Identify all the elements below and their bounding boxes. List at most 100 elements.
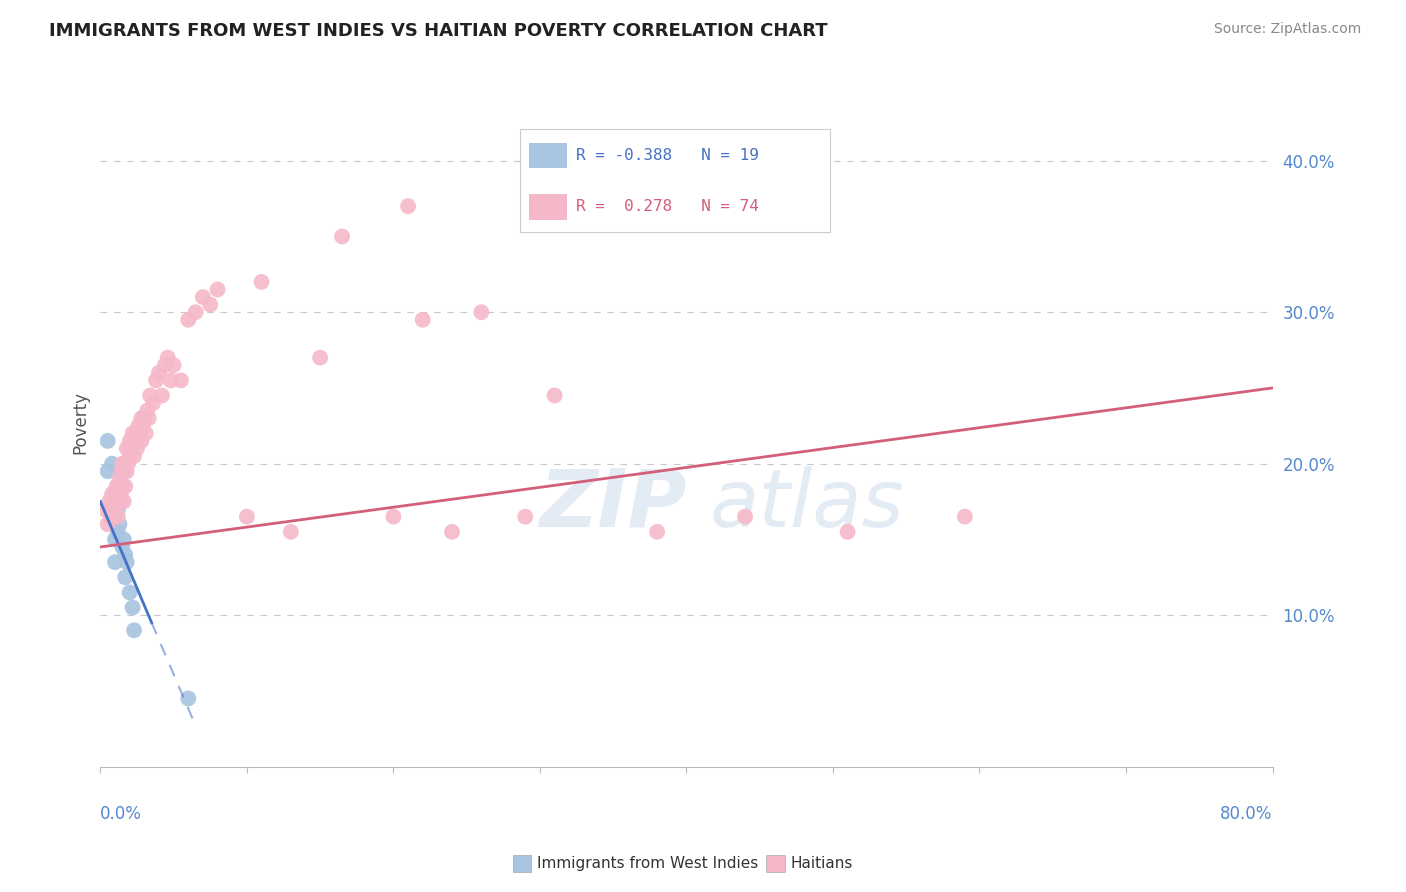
Point (112, 464, 135, 478)
Text: R =  0.278   N = 74: R = 0.278 N = 74 (576, 199, 759, 214)
Point (112, 533, 135, 547)
Point (734, 509, 756, 524)
Text: atlas: atlas (710, 466, 904, 544)
Point (115, 464, 138, 478)
Point (177, 312, 200, 326)
Point (515, 509, 537, 524)
Point (110, 494, 132, 508)
Point (145, 373, 167, 387)
Point (107, 502, 129, 516)
Point (122, 434, 145, 448)
Point (98, 494, 121, 508)
Point (121, 426, 143, 441)
Point (117, 457, 139, 471)
Text: Source: ZipAtlas.com: Source: ZipAtlas.com (1213, 22, 1361, 37)
Point (104, 555, 127, 569)
Point (107, 494, 129, 508)
Point (97, 517, 120, 532)
Point (105, 494, 128, 508)
Point (114, 548, 136, 562)
Point (107, 524, 129, 539)
Point (101, 457, 124, 471)
Point (162, 358, 184, 372)
Text: IMMIGRANTS FROM WEST INDIES VS HAITIAN POVERTY CORRELATION CHART: IMMIGRANTS FROM WEST INDIES VS HAITIAN P… (49, 22, 828, 40)
Point (159, 373, 181, 387)
Point (103, 494, 125, 508)
Point (101, 487, 124, 501)
Point (104, 487, 127, 501)
Point (111, 457, 134, 471)
Point (412, 312, 434, 326)
Point (440, 524, 463, 539)
Point (125, 442, 148, 456)
Point (953, 509, 976, 524)
Point (837, 524, 859, 539)
Point (382, 509, 405, 524)
Point (101, 502, 124, 516)
Point (111, 479, 134, 493)
Point (111, 540, 134, 554)
Point (118, 449, 141, 463)
Text: Haitians: Haitians (790, 856, 852, 871)
Point (191, 290, 214, 304)
Point (108, 487, 131, 501)
Point (207, 283, 229, 297)
Point (112, 494, 135, 508)
Text: Immigrants from West Indies: Immigrants from West Indies (537, 856, 758, 871)
Point (309, 351, 332, 365)
Point (330, 229, 353, 244)
Point (103, 509, 125, 524)
Point (645, 524, 668, 539)
Point (148, 366, 170, 380)
Bar (530, 194, 567, 219)
Point (134, 411, 156, 425)
Point (132, 418, 155, 433)
Point (97, 464, 120, 478)
Point (108, 472, 131, 486)
Point (136, 403, 159, 417)
Point (250, 275, 273, 289)
Point (150, 388, 173, 402)
Y-axis label: Poverty: Poverty (72, 391, 89, 453)
Point (236, 509, 259, 524)
Point (115, 555, 138, 569)
Point (114, 570, 136, 584)
Point (127, 418, 149, 433)
Point (110, 487, 132, 501)
Point (142, 396, 165, 410)
Point (138, 411, 160, 425)
Text: ZIP: ZIP (538, 466, 686, 544)
Point (184, 305, 207, 319)
Point (124, 426, 146, 441)
Point (93, 502, 115, 516)
Text: R = -0.388   N = 19: R = -0.388 N = 19 (576, 148, 759, 163)
Point (280, 524, 302, 539)
Point (114, 479, 136, 493)
Point (122, 624, 145, 638)
Point (121, 600, 143, 615)
Point (114, 457, 136, 471)
Point (118, 434, 141, 448)
Point (156, 351, 179, 365)
Point (129, 426, 152, 441)
Point (470, 305, 492, 319)
Point (104, 533, 127, 547)
Point (131, 434, 153, 448)
Point (105, 479, 128, 493)
Point (139, 388, 162, 402)
Point (120, 442, 142, 456)
Point (131, 411, 153, 425)
Point (396, 199, 419, 213)
Point (115, 442, 138, 456)
Point (170, 373, 193, 387)
Text: 80.0%: 80.0% (1220, 805, 1272, 823)
Point (108, 517, 131, 532)
Point (118, 585, 141, 599)
Point (97, 434, 120, 448)
Point (122, 449, 145, 463)
Point (104, 502, 127, 516)
Point (107, 509, 129, 524)
Point (100, 509, 122, 524)
Point (110, 464, 132, 478)
Point (135, 426, 157, 441)
